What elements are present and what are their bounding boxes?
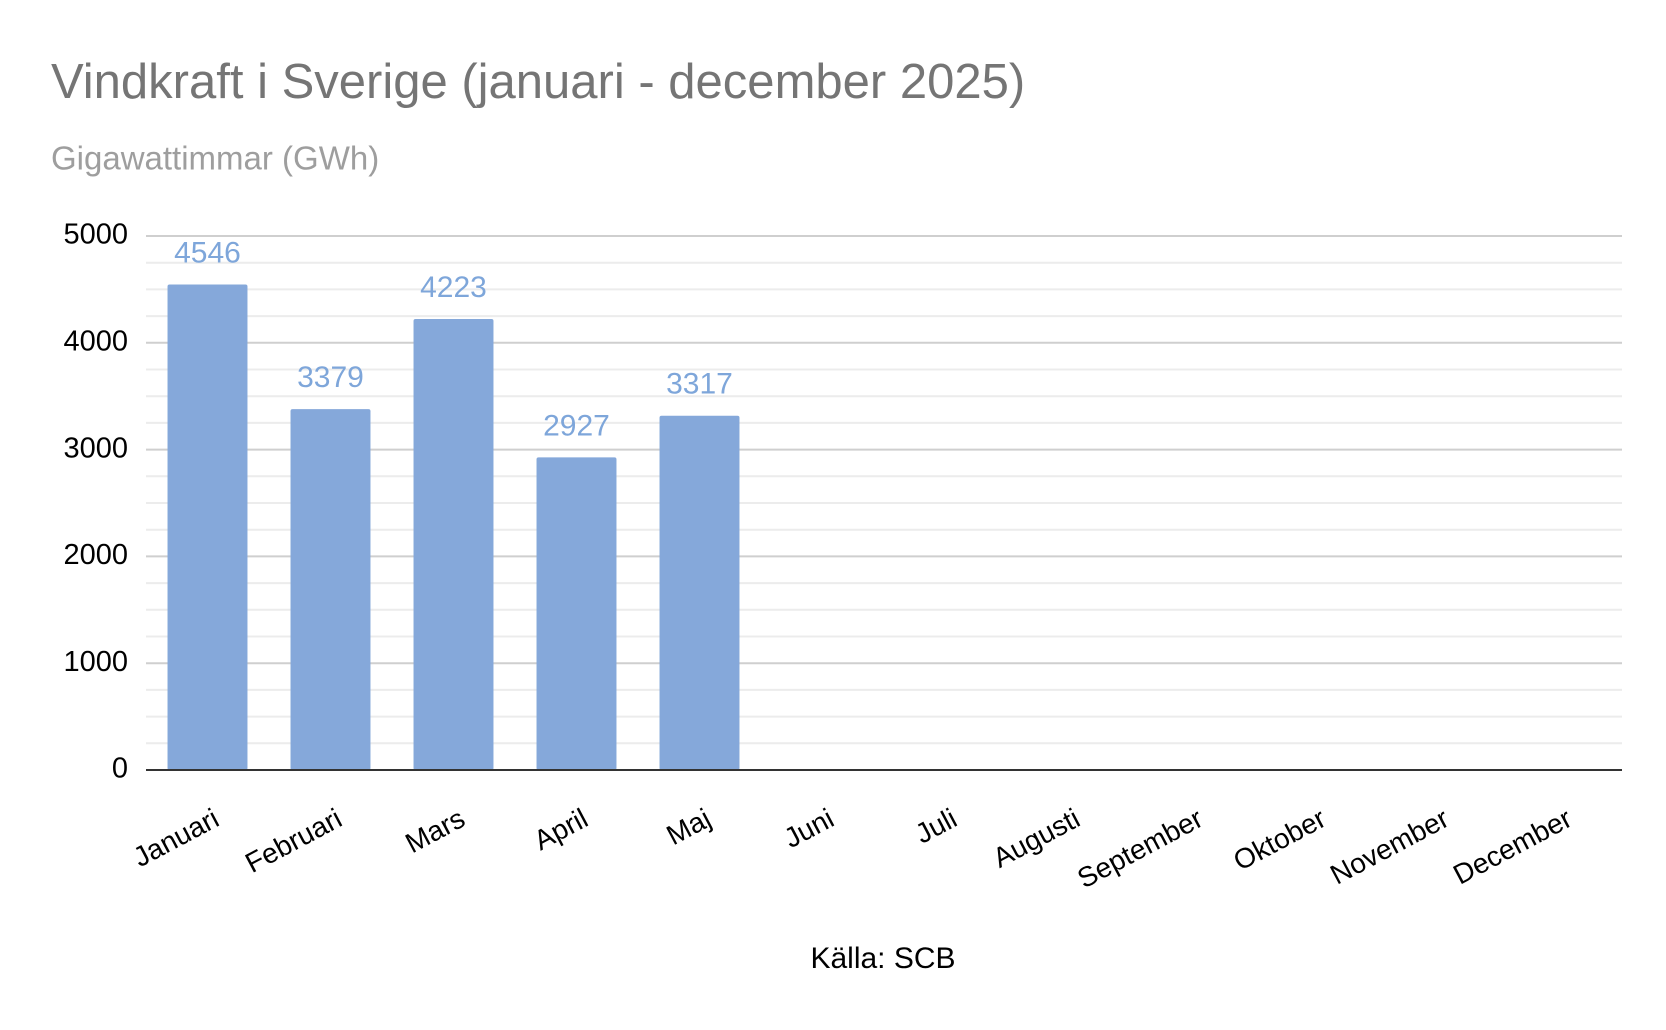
- bar: [290, 409, 371, 770]
- x-tick-label: Februari: [240, 802, 347, 878]
- y-tick-label: 1000: [63, 646, 128, 678]
- data-label: 3317: [666, 368, 733, 401]
- x-tick-label: December: [1448, 802, 1577, 890]
- y-tick-label: 0: [112, 753, 128, 785]
- y-tick-label: 3000: [63, 432, 128, 464]
- data-label: 4546: [174, 236, 241, 269]
- x-tick-label: Juli: [910, 802, 962, 849]
- data-label: 4223: [420, 271, 487, 304]
- y-tick-label: 2000: [63, 539, 128, 571]
- chart-title: Vindkraft i Sverige (januari - december …: [51, 55, 1025, 109]
- bar: [659, 415, 740, 770]
- data-label: 3379: [297, 361, 364, 394]
- y-tick-label: 4000: [63, 325, 128, 357]
- chart-subtitle: Gigawattimmar (GWh): [51, 140, 379, 177]
- x-tick-label: April: [529, 802, 593, 856]
- bar: [413, 318, 494, 770]
- x-tick-label: Augusti: [988, 802, 1085, 873]
- x-tick-label: Juni: [779, 802, 839, 853]
- x-tick-label: Oktober: [1228, 802, 1331, 876]
- y-tick-label: 5000: [63, 219, 128, 251]
- x-tick-label: Januari: [128, 802, 224, 872]
- bar: [167, 284, 248, 770]
- x-tick-label: Maj: [661, 802, 715, 851]
- bar: [536, 457, 617, 770]
- x-tick-label: Mars: [400, 802, 470, 859]
- x-tick-label: September: [1072, 802, 1207, 894]
- source-note: Källa: SCB: [810, 942, 955, 975]
- x-tick-label: November: [1325, 802, 1454, 890]
- data-label: 2927: [543, 409, 610, 442]
